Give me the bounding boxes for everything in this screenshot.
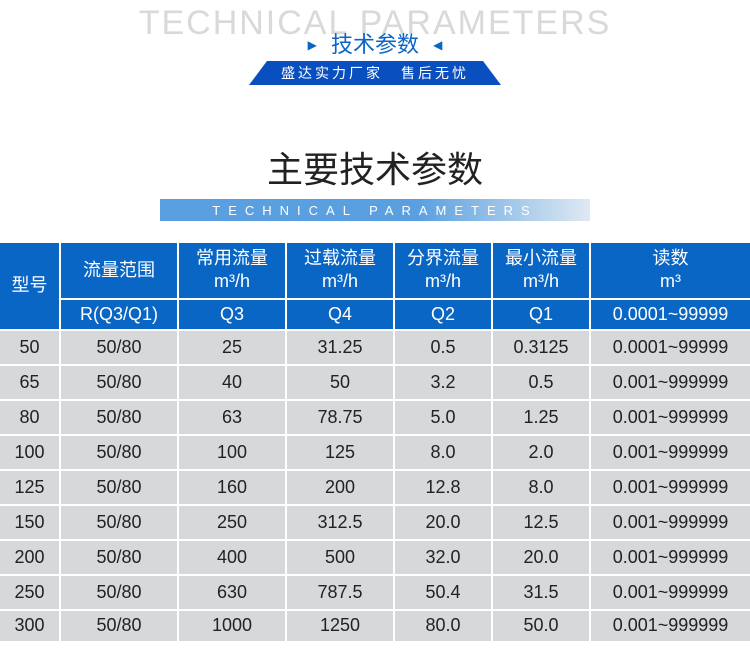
- table-row: 8050/806378.755.01.250.001~999999: [0, 400, 750, 435]
- table-cell: 20.0: [394, 505, 492, 540]
- table-cell: 400: [178, 540, 286, 575]
- table-row: 15050/80250312.520.012.50.001~999999: [0, 505, 750, 540]
- table-cell: 0.001~999999: [590, 505, 750, 540]
- banner-text-right: 售后无忧: [401, 61, 469, 85]
- table-row: 5050/802531.250.50.31250.0001~99999: [0, 330, 750, 365]
- table-row: 25050/80630787.550.431.50.001~999999: [0, 575, 750, 610]
- table-cell: 32.0: [394, 540, 492, 575]
- table-cell: 50/80: [60, 365, 178, 400]
- table-cell: 2.0: [492, 435, 590, 470]
- col-subheader: R(Q3/Q1): [60, 299, 178, 330]
- table-cell: 31.5: [492, 575, 590, 610]
- col-header: 最小流量m³/h: [492, 243, 590, 299]
- table-cell: 1.25: [492, 400, 590, 435]
- table-cell: 63: [178, 400, 286, 435]
- triangle-right-icon: ▶: [308, 38, 317, 52]
- table-cell: 50/80: [60, 610, 178, 645]
- table-row: 20050/8040050032.020.00.001~999999: [0, 540, 750, 575]
- table-cell: 80: [0, 400, 60, 435]
- col-header: 分界流量m³/h: [394, 243, 492, 299]
- table-cell: 50: [286, 365, 394, 400]
- table-cell: 8.0: [492, 470, 590, 505]
- table-cell: 500: [286, 540, 394, 575]
- table-cell: 5.0: [394, 400, 492, 435]
- table-cell: 50/80: [60, 540, 178, 575]
- banner-edge-right-icon: [483, 61, 501, 85]
- table-cell: 0.3125: [492, 330, 590, 365]
- table-cell: 12.8: [394, 470, 492, 505]
- col-subheader: 0.0001~99999: [590, 299, 750, 330]
- table-cell: 0.001~999999: [590, 470, 750, 505]
- table-cell: 125: [286, 435, 394, 470]
- table-cell: 100: [178, 435, 286, 470]
- table-cell: 0.5: [492, 365, 590, 400]
- table-cell: 200: [286, 470, 394, 505]
- table-cell: 50/80: [60, 435, 178, 470]
- table-row: 6550/8040503.20.50.001~999999: [0, 365, 750, 400]
- table-cell: 0.0001~99999: [590, 330, 750, 365]
- section-title-cn: 主要技术参数: [0, 141, 750, 193]
- col-header: 读数m³: [590, 243, 750, 299]
- table-cell: 12.5: [492, 505, 590, 540]
- col-subheader: Q4: [286, 299, 394, 330]
- triangle-left-icon: ◀: [433, 38, 442, 52]
- table-cell: 0.001~999999: [590, 575, 750, 610]
- col-header: 常用流量m³/h: [178, 243, 286, 299]
- table-cell: 40: [178, 365, 286, 400]
- parameters-table: 型号 流量范围常用流量m³/h过载流量m³/h分界流量m³/h最小流量m³/h读…: [0, 243, 750, 649]
- table-cell: 50/80: [60, 330, 178, 365]
- table-row: 30050/801000125080.050.00.001~999999: [0, 610, 750, 645]
- table-cell: 200: [0, 540, 60, 575]
- col-subheader: Q1: [492, 299, 590, 330]
- table-cell: 78.75: [286, 400, 394, 435]
- banner-text-left: 盛达实力厂家: [281, 61, 383, 85]
- table-cell: 0.001~999999: [590, 400, 750, 435]
- table-cell: 50/80: [60, 575, 178, 610]
- table-cell: 0.001~999999: [590, 365, 750, 400]
- table-cell: 3.2: [394, 365, 492, 400]
- header-banner: 盛达实力厂家 售后无忧: [0, 61, 750, 85]
- table-row: 12550/8016020012.88.00.001~999999: [0, 470, 750, 505]
- table-cell: 312.5: [286, 505, 394, 540]
- table-cell: 65: [0, 365, 60, 400]
- table-cell: 50/80: [60, 505, 178, 540]
- col-header: 过载流量m³/h: [286, 243, 394, 299]
- col-header: 流量范围: [60, 243, 178, 299]
- table-cell: 50.0: [492, 610, 590, 645]
- table-cell: 787.5: [286, 575, 394, 610]
- table-cell: 20.0: [492, 540, 590, 575]
- table-cell: 630: [178, 575, 286, 610]
- table-cell: 8.0: [394, 435, 492, 470]
- section-title-en: TECHNICAL PARAMETERS: [160, 199, 590, 221]
- table-cell: 50: [0, 330, 60, 365]
- table-cell: 1250: [286, 610, 394, 645]
- banner-edge-left-icon: [249, 61, 267, 85]
- col-model: 型号: [0, 243, 60, 330]
- table-cell: 250: [178, 505, 286, 540]
- table-cell: 1000: [178, 610, 286, 645]
- table-cell: 250: [0, 575, 60, 610]
- table-row: 10050/801001258.02.00.001~999999: [0, 435, 750, 470]
- page-header: TECHNICAL PARAMETERS ▶ 技术参数 ◀ 盛达实力厂家 售后无…: [0, 0, 750, 85]
- table-cell: 100: [0, 435, 60, 470]
- table-cell: 300: [0, 610, 60, 645]
- header-subtitle: 技术参数: [331, 32, 419, 57]
- table-cell: 0.001~999999: [590, 610, 750, 645]
- table-cell: 125: [0, 470, 60, 505]
- table-cell: 0.5: [394, 330, 492, 365]
- table-cell: 50/80: [60, 470, 178, 505]
- col-subheader: Q3: [178, 299, 286, 330]
- section-title: 主要技术参数 TECHNICAL PARAMETERS: [0, 141, 750, 221]
- table-cell: 160: [178, 470, 286, 505]
- table-cell: 0.001~999999: [590, 435, 750, 470]
- table-cell: 50/80: [60, 400, 178, 435]
- table-cell: 31.25: [286, 330, 394, 365]
- table-cell: 80.0: [394, 610, 492, 645]
- col-subheader: Q2: [394, 299, 492, 330]
- table-cell: 0.001~999999: [590, 540, 750, 575]
- table-cell: 25: [178, 330, 286, 365]
- header-subtitle-row: ▶ 技术参数 ◀: [0, 27, 750, 59]
- table-cell: 150: [0, 505, 60, 540]
- table-cell: 50.4: [394, 575, 492, 610]
